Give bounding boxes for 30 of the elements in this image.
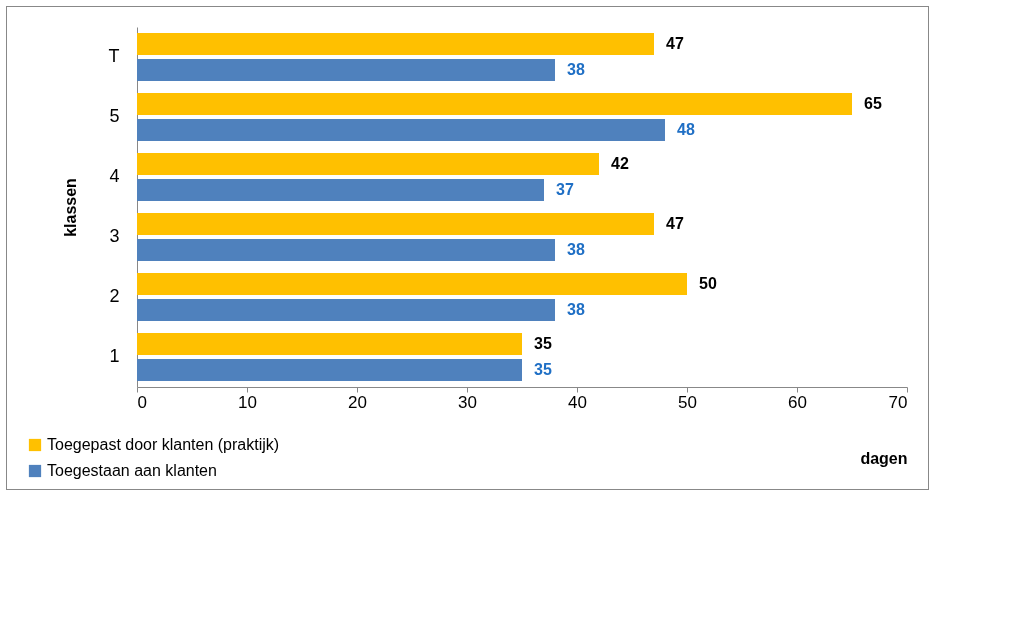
x-tick-label: 30	[458, 392, 477, 412]
x-tick-label: 70	[888, 392, 908, 412]
x-tick-label: 50	[678, 392, 697, 412]
data-label: 38	[567, 300, 585, 318]
data-label: 48	[677, 120, 695, 138]
data-label: 37	[556, 180, 574, 198]
data-label: 50	[699, 275, 717, 293]
x-tick-label: 10	[238, 392, 257, 412]
data-label: 42	[611, 155, 629, 173]
y-tick-label: 4	[109, 166, 120, 186]
data-label: 38	[567, 60, 585, 78]
legend-label: Toegestaan aan klanten	[47, 462, 217, 479]
y-tick-label: 5	[109, 106, 120, 126]
data-label: 47	[666, 215, 684, 233]
y-tick-label: 2	[109, 286, 120, 306]
x-tick-label: 0	[137, 392, 147, 412]
y-axis-title: klassen	[61, 178, 79, 237]
data-label: 47	[666, 35, 684, 53]
y-tick-label: T	[108, 46, 120, 66]
x-tick-label: 20	[348, 392, 367, 412]
x-tick-label: 60	[788, 392, 807, 412]
data-label: 65	[864, 95, 882, 113]
y-tick-label: 1	[109, 346, 120, 366]
data-label: 35	[534, 360, 552, 378]
x-axis-title: dagen	[860, 449, 908, 467]
y-tick-label: 3	[109, 226, 120, 246]
x-tick-label: 40	[568, 392, 587, 412]
legend-label: Toegepast door klanten (praktijk)	[47, 436, 280, 453]
data-label: 35	[534, 335, 552, 353]
data-label: 38	[567, 240, 585, 258]
